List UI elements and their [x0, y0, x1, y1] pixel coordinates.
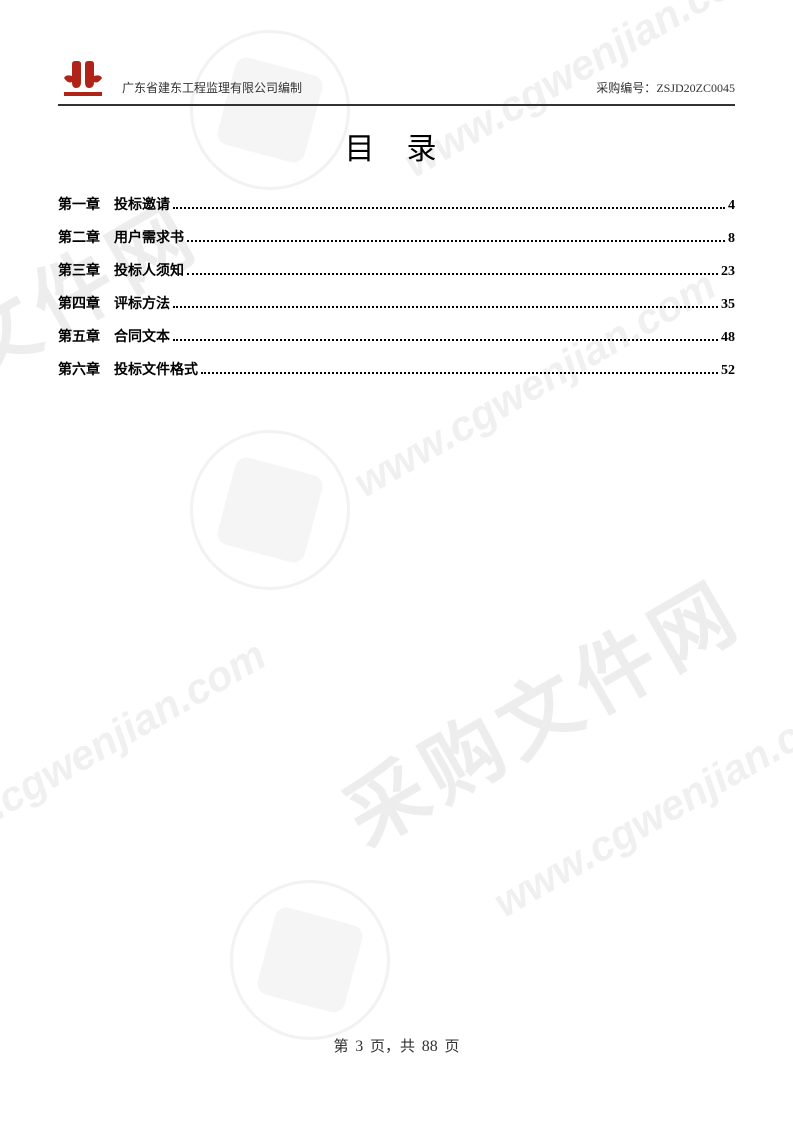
toc-row: 第五章 合同文本 48: [58, 326, 735, 346]
toc-row: 第六章 投标文件格式 52: [58, 359, 735, 379]
toc-chapter: 第六章: [58, 359, 100, 379]
toc-row: 第一章 投标邀请 4: [58, 194, 735, 214]
toc-chapter: 第一章: [58, 194, 100, 214]
code-value: ZSJD20ZC0045: [656, 81, 735, 95]
toc-page: 52: [721, 363, 735, 379]
table-of-contents: 第一章 投标邀请 4 第二章 用户需求书 8 第三章 投标人须知 23 第四章 …: [58, 194, 735, 379]
toc-dots: [201, 372, 718, 374]
header-code: 采购编号：ZSJD20ZC0045: [596, 79, 735, 98]
toc-page: 48: [721, 330, 735, 346]
toc-name: 投标文件格式: [114, 359, 198, 379]
toc-name: 投标人须知: [114, 260, 184, 280]
toc-chapter: 第二章: [58, 227, 100, 247]
toc-dots: [187, 273, 718, 275]
footer-suffix: 页: [445, 1039, 460, 1055]
toc-row: 第二章 用户需求书 8: [58, 227, 735, 247]
toc-chapter: 第三章: [58, 260, 100, 280]
toc-row: 第三章 投标人须知 23: [58, 260, 735, 280]
toc-dots: [187, 240, 725, 242]
toc-name: 投标邀请: [114, 194, 170, 214]
toc-page: 35: [721, 297, 735, 313]
toc-dots: [173, 306, 718, 308]
footer-prefix: 第: [333, 1039, 348, 1055]
toc-name: 用户需求书: [114, 227, 184, 247]
toc-name: 评标方法: [114, 293, 170, 313]
footer-mid: 页，共: [370, 1039, 415, 1055]
toc-chapter: 第五章: [58, 326, 100, 346]
toc-chapter: 第四章: [58, 293, 100, 313]
header-company: 广东省建东工程监理有限公司编制: [122, 79, 302, 98]
toc-dots: [173, 207, 725, 209]
toc-name: 合同文本: [114, 326, 170, 346]
page-footer: 第 3 页，共 88 页: [0, 1035, 793, 1056]
toc-page: 4: [728, 198, 735, 214]
page-header: 广东省建东工程监理有限公司编制 采购编号：ZSJD20ZC0045: [58, 60, 735, 106]
footer-current-page: 3: [355, 1038, 363, 1055]
toc-page: 23: [721, 264, 735, 280]
toc-row: 第四章 评标方法 35: [58, 293, 735, 313]
code-label: 采购编号：: [596, 81, 656, 95]
toc-page: 8: [728, 231, 735, 247]
company-logo: [58, 60, 108, 98]
page-title: 目录: [58, 124, 735, 168]
footer-total-pages: 88: [422, 1038, 438, 1055]
toc-dots: [173, 339, 718, 341]
